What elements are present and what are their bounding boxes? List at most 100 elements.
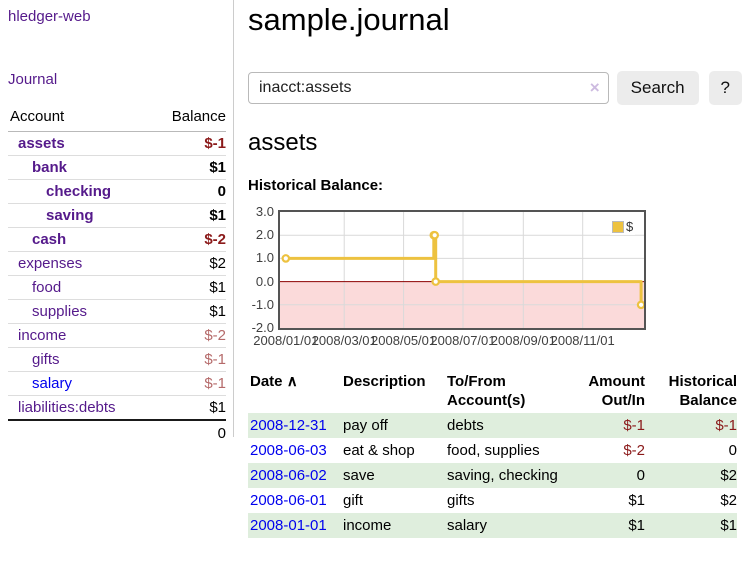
clear-search-icon[interactable]: × [589,78,600,97]
x-axis-tick-label: 2008/07/01 [430,333,496,348]
sidebar: hledger-web Journal Account Balance asse… [0,0,234,446]
search-form: × Search ? [248,71,742,105]
transaction-date-link[interactable]: 2008-12-31 [250,417,327,434]
x-axis-tick-label: 2008/03/01 [311,333,377,348]
account-row: liabilities:debts $1 [8,395,226,421]
page-title: sample.journal [248,2,450,37]
x-axis-tick-label: 2008/11/01 [550,333,615,348]
account-row: bank $1 [8,155,226,180]
transaction-amount: 0 [636,467,645,484]
account-row: cash $-2 [8,227,226,252]
accounts-total-row: 0 [8,419,226,446]
sidebar-item-journal[interactable]: Journal [8,71,58,88]
register-row: 2008-06-01 gift gifts $1 $2 [248,488,737,513]
account-link[interactable]: expenses [18,255,83,272]
transaction-description: gift [343,492,364,509]
x-axis-tick-label: 2008/09/01 [490,333,556,348]
account-link[interactable]: supplies [32,303,88,320]
accounts-header-balance: Balance [151,104,226,132]
transaction-accounts: food, supplies [447,442,540,459]
transaction-balance: $1 [720,517,737,534]
register-row: 2008-06-03 eat & shop food, supplies $-2… [248,438,737,463]
accounts-total-balance: 0 [151,419,226,446]
account-balance: $1 [151,155,226,180]
account-link[interactable]: salary [32,375,73,392]
y-axis-tick-label: -2.0 [251,320,274,335]
account-row: assets $-1 [8,131,226,156]
account-balance: $-2 [151,323,226,348]
account-link[interactable]: food [32,279,62,296]
account-balance: 0 [151,179,226,204]
transaction-date-link[interactable]: 2008-06-01 [250,492,327,509]
x-axis-tick-label: 2008/05/01 [371,333,437,348]
transaction-description: eat & shop [343,442,415,459]
y-axis-tick-label: 0.0 [255,273,274,289]
chart-heading: Historical Balance: [248,177,384,194]
transaction-amount: $-1 [623,417,645,434]
account-balance: $1 [151,203,226,228]
legend-series-swatch [612,220,624,233]
data-point-marker [281,254,291,263]
account-balance: $-1 [151,131,226,156]
y-axis-tick-label: 3.0 [255,204,274,219]
account-link[interactable]: checking [46,183,112,200]
account-row: food $1 [8,275,226,300]
transaction-balance: $2 [720,467,737,484]
y-axis-tick-label: 1.0 [255,250,274,266]
register-table: Date ∧ Description To/From Account(s) Am… [248,369,737,538]
account-balance: $-1 [151,347,226,372]
y-axis-tick-label: -1.0 [251,296,274,312]
register-header-balance: Historical Balance [668,373,737,409]
main-content: sample.journal × Search ? assets Histori… [248,0,742,538]
sort-ascending-icon: ∧ [286,373,298,390]
account-link[interactable]: gifts [32,351,60,368]
accounts-table: Account Balance assets $-1 bank $1 check… [8,104,226,446]
account-link[interactable]: saving [46,207,94,224]
account-row: gifts $-1 [8,347,226,372]
account-link[interactable]: liabilities:debts [18,399,116,416]
register-header-amount: Amount Out/In [588,373,645,409]
transaction-description: save [343,467,375,484]
register-row: 2008-06-02 save saving, checking 0 $2 [248,463,737,488]
transaction-accounts: saving, checking [447,467,558,484]
chart-legend: $ [610,218,636,235]
balance-chart: 3.0 2.0 1.0 0.0 -1.0 -2.0 2008/01/01 2008/03/01… [248,204,742,354]
search-box: × [248,72,609,104]
chart-svg [280,212,646,328]
transaction-date-link[interactable]: 2008-06-02 [250,467,327,484]
account-link[interactable]: bank [32,159,68,176]
account-balance: $2 [151,251,226,276]
transaction-accounts: gifts [447,492,475,509]
transaction-date-link[interactable]: 2008-01-01 [250,517,327,534]
register-row: 2008-12-31 pay off debts $-1 $-1 [248,413,737,438]
transaction-date-link[interactable]: 2008-06-03 [250,442,327,459]
data-point-marker [636,300,646,310]
account-link[interactable]: cash [32,231,67,248]
account-heading: assets [248,129,318,156]
account-row: income $-2 [8,323,226,348]
data-point-marker [430,230,440,240]
account-row: supplies $1 [8,299,226,324]
y-axis-tick-label: 2.0 [255,227,274,243]
app-title-link[interactable]: hledger-web [8,8,91,25]
transaction-description: pay off [343,417,388,434]
data-point-marker [431,277,441,286]
accounts-header-account: Account [8,104,152,132]
account-balance: $1 [151,299,226,324]
account-link[interactable]: assets [18,135,65,152]
register-row: 2008-01-01 income salary $1 $1 [248,513,737,538]
transaction-accounts: debts [447,417,484,434]
x-axis-tick-label: 2008/01/01 [253,333,319,348]
help-button[interactable]: ? [708,71,742,105]
app-title: hledger-web [8,8,233,25]
account-balance: $-1 [151,371,226,396]
transaction-balance: $-1 [715,417,737,434]
transaction-amount: $1 [628,492,645,509]
account-link[interactable]: income [18,327,67,344]
account-row: salary $-1 [8,371,226,396]
transaction-accounts: salary [447,517,488,534]
chart-plot-area [278,210,646,330]
register-header-date[interactable]: Date ∧ [250,373,298,390]
search-button[interactable]: Search [616,71,699,105]
search-input[interactable] [248,72,609,104]
